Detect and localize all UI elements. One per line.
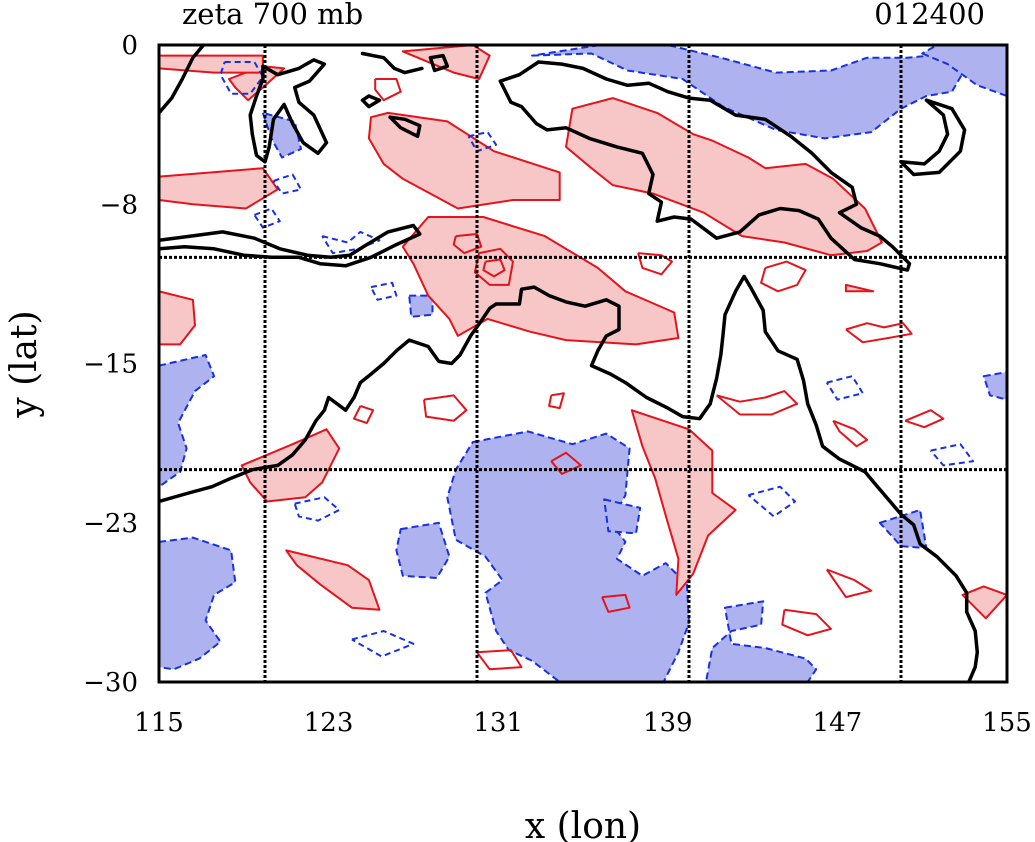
negative-vorticity-region (159, 354, 216, 488)
negative-contour-line (825, 375, 864, 401)
positive-contour-line (845, 322, 913, 344)
negative-vorticity-region (446, 430, 690, 682)
lat-lon-grid (159, 45, 1007, 682)
x-axis-label: x (lon) (525, 806, 641, 842)
x-tick-label: 123 (304, 708, 354, 738)
positive-contour-line (548, 392, 565, 410)
coastline (159, 274, 980, 682)
coastlines (159, 45, 980, 682)
negative-vorticity-region (982, 371, 1007, 401)
positive-contour-line (601, 593, 631, 613)
y-tick-label: −15 (83, 350, 138, 380)
negative-vorticity-region (921, 45, 1007, 97)
positive-contour-line (423, 394, 468, 422)
plot-area (159, 45, 1007, 682)
x-axis-ticks: 115 123 131 139 147 155 (134, 708, 1032, 738)
positive-contour-line (476, 649, 523, 671)
plot-frame (157, 43, 1009, 684)
negative-contour-line (351, 630, 415, 658)
positive-contour-line (550, 451, 582, 475)
time-label: 012400 (874, 0, 985, 31)
positive-vorticity-region (285, 549, 381, 611)
negative-contour-line (293, 496, 341, 522)
positive-contour-line (482, 258, 506, 278)
coastline (360, 94, 382, 109)
plot-title: zeta 700 mb (182, 0, 363, 31)
positive-vorticity-region (844, 283, 875, 293)
positive-contour-line (637, 252, 673, 276)
coastline (248, 58, 329, 164)
positive-contour-line (452, 233, 483, 255)
positive-contour-line (473, 247, 514, 286)
negative-contour-line (321, 230, 381, 255)
positive-vorticity-region (159, 290, 196, 346)
negative-vorticity-region (395, 521, 451, 579)
coastline (159, 45, 206, 115)
negative-contour-line (272, 173, 302, 195)
negative-contour-line (370, 281, 398, 301)
positive-contour-line (825, 568, 873, 599)
coastline (388, 115, 422, 139)
y-axis-ticks: 0 −8 −15 −23 −30 (83, 31, 138, 698)
positive-vorticity-region (159, 167, 279, 210)
negative-contour-line (253, 207, 281, 229)
positive-contour-line (832, 419, 869, 448)
x-tick-label: 115 (134, 708, 184, 738)
positive-vorticity-fills (159, 45, 1007, 620)
positive-vorticity-region (401, 216, 680, 346)
y-tick-label: −8 (100, 190, 138, 220)
coastline (498, 60, 912, 272)
x-tick-label: 139 (643, 708, 693, 738)
positive-vorticity-region (240, 428, 341, 503)
positive-contour-line (760, 260, 807, 293)
x-tick-label: 155 (982, 708, 1032, 738)
x-tick-label: 131 (473, 708, 523, 738)
negative-contour-line (747, 485, 796, 518)
positive-vorticity-region (367, 111, 561, 210)
positive-contour-line (715, 390, 799, 416)
coastline (159, 223, 422, 268)
vorticity-contour-lines (219, 61, 975, 671)
y-tick-label: −23 (83, 509, 138, 539)
coastline (428, 53, 450, 73)
positive-contour-line (904, 409, 945, 429)
coastline (899, 98, 967, 177)
positive-contour-line (374, 78, 402, 102)
coastline (360, 51, 424, 75)
positive-vorticity-region (630, 409, 737, 596)
negative-contour-line (467, 131, 498, 153)
negative-vorticity-region (603, 498, 642, 535)
negative-contour-line (929, 443, 975, 467)
y-tick-label: −30 (83, 668, 138, 698)
y-axis-label: y (lat) (4, 310, 45, 418)
negative-vorticity-region (159, 536, 237, 671)
positive-contour-line (353, 405, 375, 424)
positive-vorticity-region (159, 54, 264, 74)
negative-vorticity-region (408, 294, 434, 318)
negative-vorticity-region (705, 600, 818, 682)
negative-vorticity-region (531, 45, 968, 140)
positive-vorticity-region (961, 585, 1007, 620)
x-tick-label: 147 (813, 708, 863, 738)
positive-contour-line (781, 608, 832, 637)
positive-vorticity-region (565, 97, 883, 257)
y-tick-label: 0 (121, 31, 138, 61)
negative-vorticity-fills (159, 45, 1007, 682)
